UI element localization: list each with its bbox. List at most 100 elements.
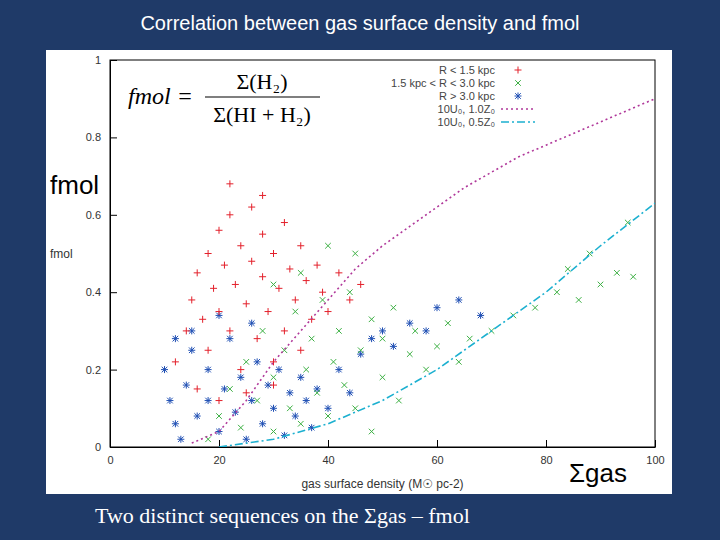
- chart-panel: [46, 50, 672, 494]
- data-point: [248, 204, 255, 211]
- y-tick-label: 0.6: [86, 209, 101, 221]
- data-point: [243, 436, 250, 443]
- data-point: [303, 397, 310, 404]
- x-tick-label: 40: [322, 454, 334, 466]
- x-tick-mark: [546, 440, 547, 447]
- y-axis-line: [110, 61, 111, 448]
- data-point: [423, 327, 430, 334]
- y-tick-mark: [110, 137, 117, 138]
- data-point: [455, 296, 462, 303]
- data-point: [467, 336, 473, 342]
- data-point: [298, 421, 304, 427]
- data-point: [221, 262, 228, 269]
- y-tick: 0.2: [86, 364, 117, 376]
- legend-label: 10U₀, 0.5Z₀: [438, 116, 495, 128]
- annotation: Σgas: [569, 458, 627, 488]
- formula: fmol =Σ(H₂)Σ(HI + H₂): [128, 69, 320, 127]
- model-line: [219, 203, 655, 447]
- y-axis: 00.20.40.60.81: [86, 54, 117, 453]
- data-point: [380, 336, 386, 342]
- data-point: [259, 273, 266, 280]
- data-point: [286, 265, 293, 272]
- data-point: [259, 231, 266, 238]
- plot-frame: [110, 60, 655, 447]
- data-point: [396, 398, 402, 404]
- title: Correlation between gas surface density …: [140, 12, 579, 34]
- data-point: [346, 389, 353, 396]
- x-axis-title: gas surface density (M☉ pc-2): [301, 477, 463, 491]
- legend-swatch: [515, 67, 522, 74]
- data-point: [254, 398, 260, 404]
- data-point: [199, 316, 206, 323]
- x-tick-mark: [655, 440, 656, 447]
- data-point: [205, 366, 212, 373]
- data-point: [259, 420, 266, 427]
- data-point: [194, 413, 201, 420]
- formula-denominator: Σ(HI + H₂): [213, 102, 311, 127]
- data-point: [232, 281, 239, 288]
- data-point: [325, 243, 331, 249]
- data-point: [281, 219, 288, 226]
- legend-item: 10U₀, 0.5Z₀: [438, 116, 535, 128]
- data-point: [183, 327, 190, 334]
- data-point: [335, 269, 342, 276]
- x-tick: 40: [322, 440, 334, 466]
- data-point: [226, 211, 233, 218]
- data-point: [281, 327, 288, 334]
- data-point: [379, 327, 386, 334]
- y-tick: 0.4: [86, 286, 117, 298]
- data-point: [216, 308, 223, 315]
- data-point: [335, 366, 342, 373]
- formula-numerator: Σ(H₂): [236, 69, 287, 94]
- data-point: [314, 390, 320, 396]
- data-point: [297, 347, 304, 354]
- data-point: [390, 343, 397, 350]
- data-point: [286, 389, 293, 396]
- data-point: [532, 305, 538, 311]
- data-point: [205, 397, 212, 404]
- data-point: [325, 405, 332, 412]
- scatter-series: [161, 296, 484, 442]
- data-point: [287, 406, 293, 412]
- data-point: [271, 429, 277, 435]
- data-point: [357, 281, 364, 288]
- y-tick-label: 0.2: [86, 364, 101, 376]
- data-point: [347, 289, 353, 295]
- legend-item: 1.5 kpc < R < 3.0 kpc: [391, 77, 521, 89]
- data-point: [297, 374, 304, 381]
- data-point: [477, 312, 484, 319]
- data-point: [614, 270, 620, 276]
- data-point: [226, 327, 233, 334]
- x-tick-label: 0: [107, 454, 113, 466]
- data-point: [565, 266, 571, 272]
- data-point: [194, 385, 201, 392]
- data-point: [237, 374, 244, 381]
- data-marks: [161, 99, 655, 447]
- scatter-series: [205, 220, 636, 442]
- legend-item: R < 1.5 kpc: [439, 64, 521, 76]
- data-point: [576, 297, 582, 303]
- data-point: [270, 382, 277, 389]
- x-tick-label: 80: [540, 454, 552, 466]
- data-point: [319, 289, 326, 296]
- legend-label: 1.5 kpc < R < 3.0 kpc: [391, 77, 495, 89]
- y-tick: 0.6: [86, 209, 117, 221]
- data-point: [161, 366, 168, 373]
- y-tick-mark: [110, 60, 117, 61]
- y-tick: 1: [95, 54, 117, 66]
- data-point: [243, 359, 249, 365]
- data-point: [205, 250, 212, 257]
- slide: Correlation between gas surface density …: [0, 0, 720, 540]
- x-tick: 20: [213, 440, 225, 466]
- data-point: [194, 269, 201, 276]
- data-point: [434, 344, 440, 350]
- data-point: [320, 297, 326, 303]
- data-point: [172, 420, 179, 427]
- y-tick-label: 1: [95, 54, 101, 66]
- data-point: [303, 367, 309, 373]
- data-point: [275, 285, 282, 292]
- y-tick-mark: [110, 292, 117, 293]
- data-point: [172, 335, 179, 342]
- data-point: [237, 242, 244, 249]
- legend-swatch: [515, 80, 521, 86]
